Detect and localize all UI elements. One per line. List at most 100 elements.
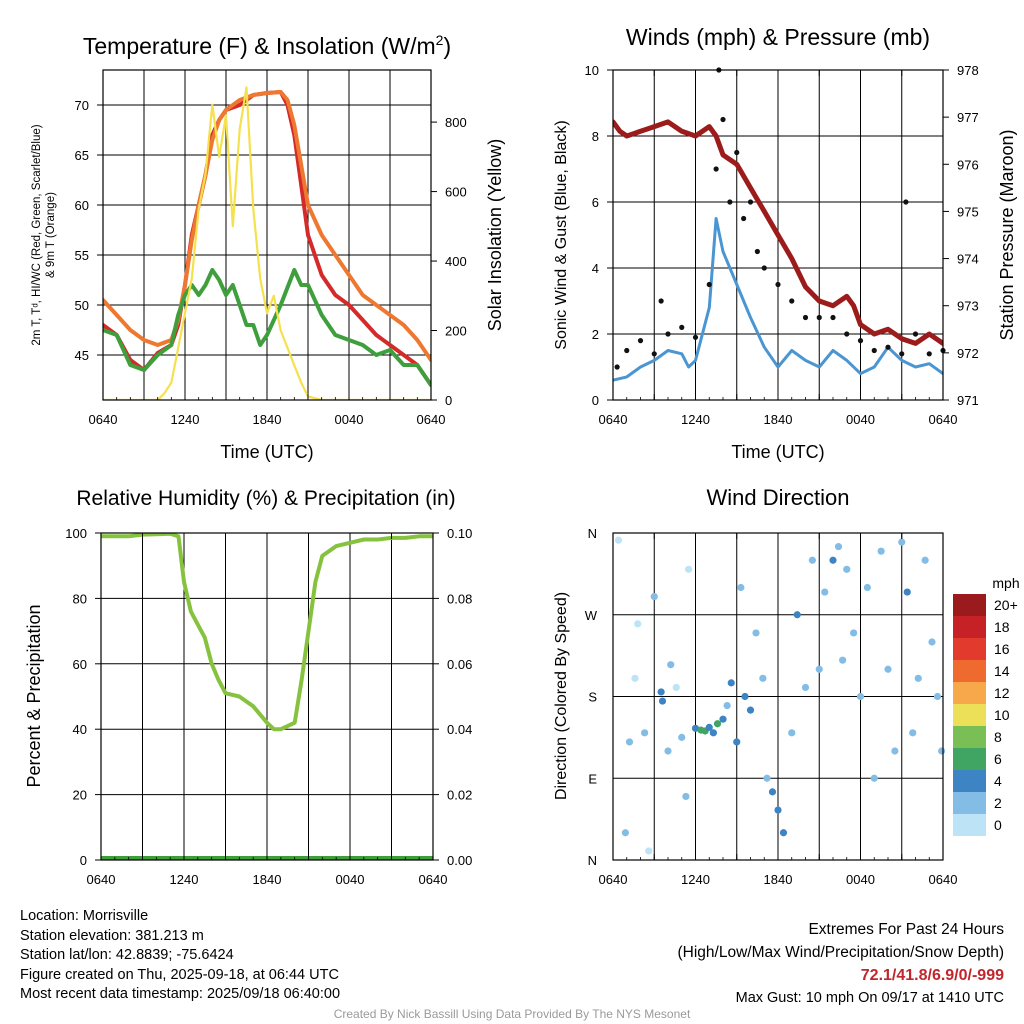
wind-direction-point <box>801 683 810 692</box>
speed-color-legend: 20+ 18 16 14 12 10 8 6 4 2 0 <box>953 594 1018 836</box>
wind-direction-point <box>657 688 665 696</box>
gust-point <box>754 248 760 255</box>
credit-line: Created By Nick Bassill Using Data Provi… <box>333 1007 691 1021</box>
legend-swatch <box>953 748 986 770</box>
wind-direction-point <box>870 774 878 782</box>
x-tick-label: 1840 <box>253 412 282 427</box>
y2-tick-label: 971 <box>957 393 979 408</box>
wind-direction-panel: Wind Direction 0640 1240 1840 0040 0640NESWN… <box>553 485 1020 887</box>
gust-point <box>844 331 850 337</box>
wind-direction-point <box>667 661 675 669</box>
legend-swatch <box>953 814 986 836</box>
temperature-panel-title: Temperature (F) & Insolation (W/m2) <box>83 32 451 59</box>
gust-point <box>727 199 733 205</box>
gust-point <box>871 347 877 354</box>
y-tick-label: 6 <box>592 195 599 210</box>
legend-label: 2 <box>994 795 1002 811</box>
gust-point <box>830 314 836 321</box>
humidity-y-label: Percent & Precipitation <box>24 604 44 787</box>
y-tick-label: 50 <box>75 298 89 313</box>
gust-point <box>651 351 657 357</box>
legend-label: 18 <box>994 619 1010 635</box>
x-tick-label: 0040 <box>846 412 875 427</box>
wind-direction-point <box>691 724 700 732</box>
wind-direction-point <box>685 565 693 573</box>
wind-direction-point <box>614 536 623 544</box>
extremes-title: Extremes For Past 24 Hours <box>808 921 1004 938</box>
gust-point <box>747 199 754 205</box>
wind-direction-point <box>863 583 871 592</box>
temperature-panel: Temperature (F) & Insolation (W/m2) 0640… <box>31 32 505 462</box>
gust-point <box>885 344 891 350</box>
y-tick-label: S <box>588 690 597 705</box>
wind-direction-point <box>768 788 777 796</box>
wind-direction-point <box>733 738 741 746</box>
series-line <box>103 86 431 400</box>
y2-tick-label: 800 <box>445 115 467 130</box>
temperature-y-label-line2: & 9m T (Orange) <box>45 192 57 278</box>
wind-direction-point <box>829 556 837 564</box>
wind-direction-point <box>928 638 936 646</box>
y-tick-label: 8 <box>592 129 599 144</box>
legend-swatch <box>953 638 986 660</box>
gust-point <box>713 166 719 172</box>
y-tick-label: 60 <box>73 657 87 672</box>
x-tick-label: 0640 <box>929 412 958 427</box>
wind-direction-point <box>746 706 755 714</box>
station-info: Location: Morrisville Station elevation:… <box>20 907 340 1005</box>
legend-label: 4 <box>994 773 1002 789</box>
wind-direction-point <box>903 588 911 596</box>
wind-direction-point <box>891 747 899 755</box>
gust-point <box>926 351 932 357</box>
y2-tick-label: 976 <box>957 157 979 172</box>
winds-panel: Winds (mph) & Pressure (mb) 0640 1240 1840… <box>553 24 1017 462</box>
gust-point <box>802 314 809 321</box>
wind-direction-point <box>709 729 717 737</box>
y2-tick-label: 0.08 <box>447 591 472 606</box>
y-tick-label: E <box>588 771 597 786</box>
figure-created: Figure created on Thu, 2025-09-18, at 06… <box>20 966 339 983</box>
x-tick-label: 1240 <box>171 412 200 427</box>
recent-timestamp: Most recent data timestamp: 2025/09/18 0… <box>20 986 341 1002</box>
insolation-y-label: Solar Insolation (Yellow) <box>485 139 505 331</box>
legend-title: mph <box>992 575 1019 591</box>
y-tick-label: 10 <box>585 63 599 78</box>
x-tick-label: 1840 <box>764 872 793 887</box>
x-tick-label: 0640 <box>87 872 116 887</box>
wind-direction-point <box>737 583 745 592</box>
wind-direction-point <box>793 611 801 619</box>
wind-direction-point <box>664 747 672 755</box>
gust-point <box>665 331 671 337</box>
legend-swatch <box>953 704 986 726</box>
wind-direction-point <box>641 729 649 737</box>
y-tick-label: 100 <box>65 526 87 541</box>
temperature-y-label-line1: 2m T, Tᵈ, HI/WC (Red, Green, Scarlet/Blu… <box>31 124 43 345</box>
wind-direction-point <box>821 588 829 596</box>
wind-direction-point <box>898 538 906 546</box>
x-tick-label: 0640 <box>599 412 628 427</box>
gust-point <box>720 116 726 123</box>
pressure-line <box>613 119 943 346</box>
wind-direction-point <box>774 806 782 814</box>
wind-direction-point <box>658 697 667 705</box>
y2-tick-label: 975 <box>957 204 979 219</box>
humidity-panel: Relative Humidity (%) & Precipitation (i… <box>24 487 472 887</box>
extremes-subtitle: (High/Low/Max Wind/Precipitation/Snow De… <box>677 944 1005 961</box>
wind-direction-point <box>884 665 892 673</box>
wind-direction-point <box>752 629 760 637</box>
wind-direction-point <box>921 556 929 564</box>
gust-point <box>637 338 644 344</box>
wind-direction-point <box>815 665 823 673</box>
wind-direction-point <box>909 729 917 737</box>
wind-direction-point <box>723 701 731 710</box>
relative-humidity-line <box>101 533 433 732</box>
gust-point <box>692 334 699 340</box>
gust-point <box>816 314 822 321</box>
wind-direction-point <box>634 620 642 628</box>
y2-tick-label: 0.10 <box>447 526 472 541</box>
gust-point <box>789 298 795 304</box>
gust-point <box>658 298 664 304</box>
y-tick-label: N <box>588 853 597 868</box>
wind-direction-point <box>843 565 851 573</box>
